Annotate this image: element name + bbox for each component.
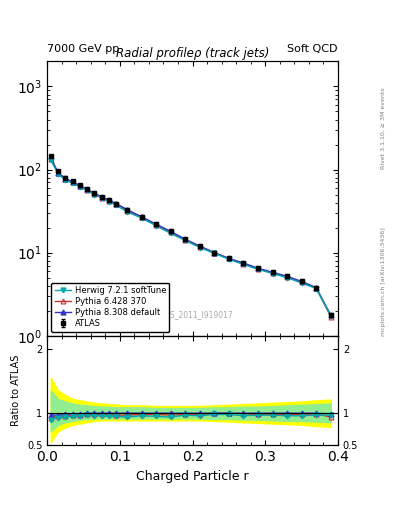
Herwig 7.2.1 softTune	[140, 215, 144, 221]
Pythia 6.428 370	[241, 261, 246, 267]
Pythia 8.308 default	[140, 214, 144, 220]
Pythia 8.308 default	[299, 279, 304, 285]
Pythia 8.308 default	[77, 183, 82, 189]
Herwig 7.2.1 softTune	[183, 238, 188, 244]
X-axis label: Charged Particle r: Charged Particle r	[136, 470, 249, 483]
Title: Radial profileρ (track jets): Radial profileρ (track jets)	[116, 47, 269, 60]
Pythia 8.308 default	[70, 179, 75, 185]
Text: ATLAS_2011_I919017: ATLAS_2011_I919017	[152, 310, 233, 319]
Pythia 8.308 default	[285, 273, 290, 280]
Pythia 6.428 370	[314, 285, 319, 291]
Pythia 6.428 370	[114, 201, 119, 207]
Pythia 8.308 default	[198, 243, 202, 249]
Pythia 6.428 370	[285, 274, 290, 280]
Herwig 7.2.1 softTune	[99, 195, 104, 201]
Text: Rivet 3.1.10, ≥ 3M events: Rivet 3.1.10, ≥ 3M events	[381, 87, 386, 169]
Herwig 7.2.1 softTune	[70, 180, 75, 186]
Herwig 7.2.1 softTune	[227, 257, 231, 263]
Herwig 7.2.1 softTune	[63, 177, 68, 183]
Line: Pythia 6.428 370: Pythia 6.428 370	[48, 156, 333, 319]
Pythia 6.428 370	[125, 207, 130, 214]
Pythia 8.308 default	[63, 176, 68, 182]
Pythia 8.308 default	[92, 190, 97, 196]
Herwig 7.2.1 softTune	[241, 262, 246, 268]
Herwig 7.2.1 softTune	[169, 230, 173, 237]
Pythia 8.308 default	[212, 249, 217, 255]
Pythia 8.308 default	[85, 186, 90, 193]
Herwig 7.2.1 softTune	[114, 202, 119, 208]
Herwig 7.2.1 softTune	[77, 184, 82, 190]
Herwig 7.2.1 softTune	[329, 312, 333, 318]
Pythia 6.428 370	[154, 222, 159, 228]
Herwig 7.2.1 softTune	[154, 223, 159, 229]
Pythia 6.428 370	[77, 183, 82, 189]
Pythia 6.428 370	[48, 156, 53, 162]
Herwig 7.2.1 softTune	[285, 274, 290, 281]
Herwig 7.2.1 softTune	[92, 191, 97, 198]
Text: 7000 GeV pp: 7000 GeV pp	[47, 44, 119, 54]
Legend: Herwig 7.2.1 softTune, Pythia 6.428 370, Pythia 8.308 default, ATLAS: Herwig 7.2.1 softTune, Pythia 6.428 370,…	[51, 283, 169, 332]
Pythia 6.428 370	[212, 249, 217, 255]
Pythia 8.308 default	[107, 197, 111, 203]
Pythia 8.308 default	[270, 269, 275, 275]
Pythia 6.428 370	[198, 244, 202, 250]
Text: mcplots.cern.ch [arXiv:1306.3436]: mcplots.cern.ch [arXiv:1306.3436]	[381, 227, 386, 336]
Pythia 8.308 default	[256, 265, 261, 271]
Pythia 8.308 default	[227, 255, 231, 262]
Pythia 6.428 370	[63, 176, 68, 182]
Pythia 6.428 370	[85, 187, 90, 193]
Herwig 7.2.1 softTune	[198, 245, 202, 251]
Pythia 6.428 370	[169, 229, 173, 236]
Pythia 8.308 default	[241, 260, 246, 266]
Herwig 7.2.1 softTune	[85, 187, 90, 194]
Pythia 6.428 370	[183, 237, 188, 243]
Herwig 7.2.1 softTune	[314, 286, 319, 292]
Herwig 7.2.1 softTune	[48, 157, 53, 163]
Pythia 6.428 370	[56, 170, 61, 177]
Herwig 7.2.1 softTune	[256, 266, 261, 272]
Pythia 8.308 default	[329, 312, 333, 318]
Line: Herwig 7.2.1 softTune: Herwig 7.2.1 softTune	[48, 158, 333, 318]
Pythia 8.308 default	[56, 169, 61, 176]
Pythia 6.428 370	[270, 270, 275, 276]
Pythia 8.308 default	[314, 285, 319, 291]
Pythia 6.428 370	[227, 255, 231, 262]
Pythia 8.308 default	[154, 221, 159, 227]
Herwig 7.2.1 softTune	[212, 250, 217, 257]
Pythia 6.428 370	[99, 195, 104, 201]
Pythia 8.308 default	[169, 228, 173, 234]
Pythia 6.428 370	[299, 279, 304, 285]
Herwig 7.2.1 softTune	[270, 270, 275, 276]
Herwig 7.2.1 softTune	[56, 171, 61, 177]
Pythia 6.428 370	[256, 266, 261, 272]
Y-axis label: Ratio to ATLAS: Ratio to ATLAS	[11, 355, 21, 426]
Pythia 8.308 default	[125, 206, 130, 212]
Pythia 8.308 default	[48, 154, 53, 160]
Pythia 6.428 370	[329, 313, 333, 319]
Line: Pythia 8.308 default: Pythia 8.308 default	[48, 155, 333, 317]
Pythia 8.308 default	[99, 194, 104, 200]
Pythia 6.428 370	[92, 191, 97, 197]
Herwig 7.2.1 softTune	[125, 209, 130, 215]
Herwig 7.2.1 softTune	[299, 280, 304, 286]
Pythia 6.428 370	[70, 179, 75, 185]
Text: Soft QCD: Soft QCD	[288, 44, 338, 54]
Pythia 8.308 default	[183, 236, 188, 242]
Pythia 8.308 default	[114, 201, 119, 207]
Pythia 6.428 370	[107, 198, 111, 204]
Herwig 7.2.1 softTune	[107, 199, 111, 205]
Pythia 6.428 370	[140, 215, 144, 221]
